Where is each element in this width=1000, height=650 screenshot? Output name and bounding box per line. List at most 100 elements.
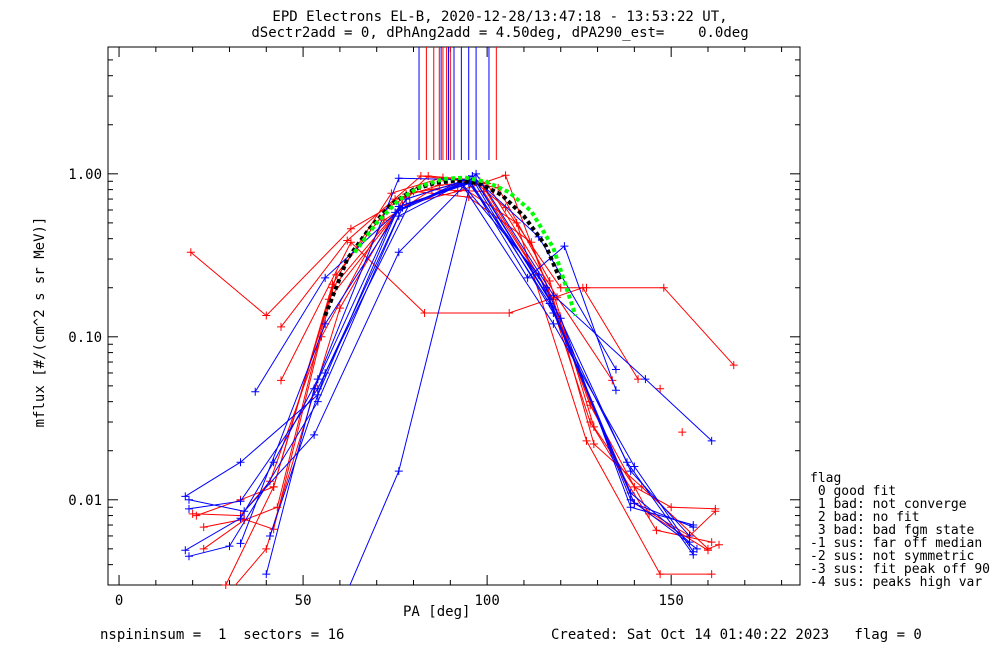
blue-data-point — [236, 497, 245, 506]
red-data-point — [715, 540, 724, 549]
y-tick-label: 1.00 — [68, 167, 102, 183]
x-tick-label: 50 — [295, 593, 312, 609]
red-data-point — [199, 544, 208, 553]
red-data-point — [545, 276, 554, 285]
red-data-point — [186, 248, 195, 257]
legend-item-6: -3 sus: fit peak off 90 — [810, 562, 991, 577]
blue-data-point — [523, 273, 532, 282]
green-fit-curve — [353, 175, 578, 317]
blue-data-point — [685, 531, 694, 540]
legend-item-4: -1 sus: far off median — [810, 536, 983, 551]
blue-data-point — [394, 212, 403, 221]
blue-data-point — [611, 365, 620, 374]
red-data-point — [262, 544, 271, 553]
blue-data-point — [236, 514, 245, 523]
red-data-point — [678, 428, 687, 437]
red-data-point — [335, 304, 344, 313]
red-series-line — [196, 176, 716, 517]
blue-data-point — [251, 387, 260, 396]
blue-series-line — [185, 177, 617, 551]
blue-data-point — [542, 283, 551, 292]
legend-item-0: 0 good fit — [810, 484, 897, 499]
red-series-line — [225, 190, 709, 585]
red-data-point — [512, 218, 521, 227]
blue-data-point — [310, 384, 319, 393]
blue-data-point — [394, 467, 403, 476]
blue-data-point — [556, 314, 565, 323]
red-data-point — [343, 236, 352, 245]
red-data-point — [707, 570, 716, 579]
blue-data-point — [689, 523, 698, 532]
red-data-point — [346, 224, 355, 233]
red-data-point — [505, 308, 514, 317]
legend-item-3: 3 bad: bad fgm state — [810, 523, 975, 538]
red-data-point — [589, 439, 598, 448]
blue-data-point — [689, 550, 698, 559]
footer-right: Created: Sat Oct 14 01:40:22 2023 flag =… — [551, 627, 922, 643]
chart-title-line1: EPD Electrons EL-B, 2020-12-28/13:47:18 … — [272, 9, 728, 25]
blue-data-point — [184, 552, 193, 561]
x-tick-label: 0 — [115, 593, 123, 609]
footer-left: nspininsum = 1 sectors = 16 — [100, 627, 345, 643]
red-data-point — [269, 482, 278, 491]
blue-data-point — [321, 368, 330, 377]
y-tick-label: 0.01 — [68, 493, 102, 509]
blue-data-point — [240, 507, 249, 516]
blue-data-point — [265, 531, 274, 540]
blue-data-point — [394, 248, 403, 257]
blue-data-point — [405, 199, 414, 208]
red-data-point — [656, 384, 665, 393]
chart-title-line2: dSectr2add = 0, dPhAng2add = 4.50deg, dP… — [251, 25, 749, 41]
blue-data-point — [184, 504, 193, 513]
blue-data-point — [236, 539, 245, 548]
blue-data-point — [623, 458, 631, 467]
blue-data-point — [184, 495, 193, 504]
red-data-point — [501, 171, 510, 180]
red-data-point — [453, 187, 462, 196]
blue-data-point — [692, 544, 701, 553]
red-data-point — [667, 503, 676, 512]
blue-data-point — [321, 273, 330, 282]
red-data-point — [707, 538, 716, 547]
y-tick-label: 0.10 — [68, 330, 102, 346]
blue-series-line — [254, 175, 617, 393]
red-series-line — [203, 174, 716, 550]
blue-data-point — [310, 430, 319, 439]
red-data-point — [578, 283, 587, 292]
blue-data-point — [560, 242, 569, 251]
red-data-point — [277, 376, 285, 385]
red-series-line — [280, 241, 639, 381]
red-series-line — [234, 183, 712, 585]
blue-data-point — [394, 174, 403, 183]
blue-data-point — [549, 319, 558, 328]
blue-series-line — [188, 173, 713, 512]
red-data-point — [277, 322, 285, 331]
red-data-point — [582, 436, 591, 445]
red-data-point — [659, 283, 668, 292]
red-data-point — [703, 546, 712, 555]
red-data-point — [656, 570, 665, 579]
blue-data-point — [262, 570, 271, 579]
y-axis-label: mflux [#/(cm^2 s sr MeV)] — [32, 216, 48, 428]
blue-series-line — [265, 178, 694, 575]
blue-series-line — [349, 174, 694, 585]
blue-data-point — [269, 458, 278, 467]
blue-data-point — [236, 458, 245, 467]
blue-data-point — [549, 291, 558, 300]
blue-data-point — [472, 169, 481, 178]
blue-data-point — [545, 299, 554, 308]
red-data-point — [221, 581, 230, 589]
blue-data-point — [225, 542, 234, 551]
black-fit-curve — [323, 178, 563, 317]
blue-series-line — [188, 183, 694, 557]
blue-data-point — [611, 386, 620, 395]
legend-title: flag — [810, 471, 842, 486]
red-data-point — [556, 283, 565, 292]
blue-data-point — [626, 503, 635, 512]
red-data-point — [527, 238, 536, 247]
x-tick-label: 100 — [474, 593, 499, 609]
red-data-point — [589, 422, 598, 431]
blue-data-point — [630, 462, 639, 471]
legend-item-1: 1 bad: not converge — [810, 497, 967, 512]
